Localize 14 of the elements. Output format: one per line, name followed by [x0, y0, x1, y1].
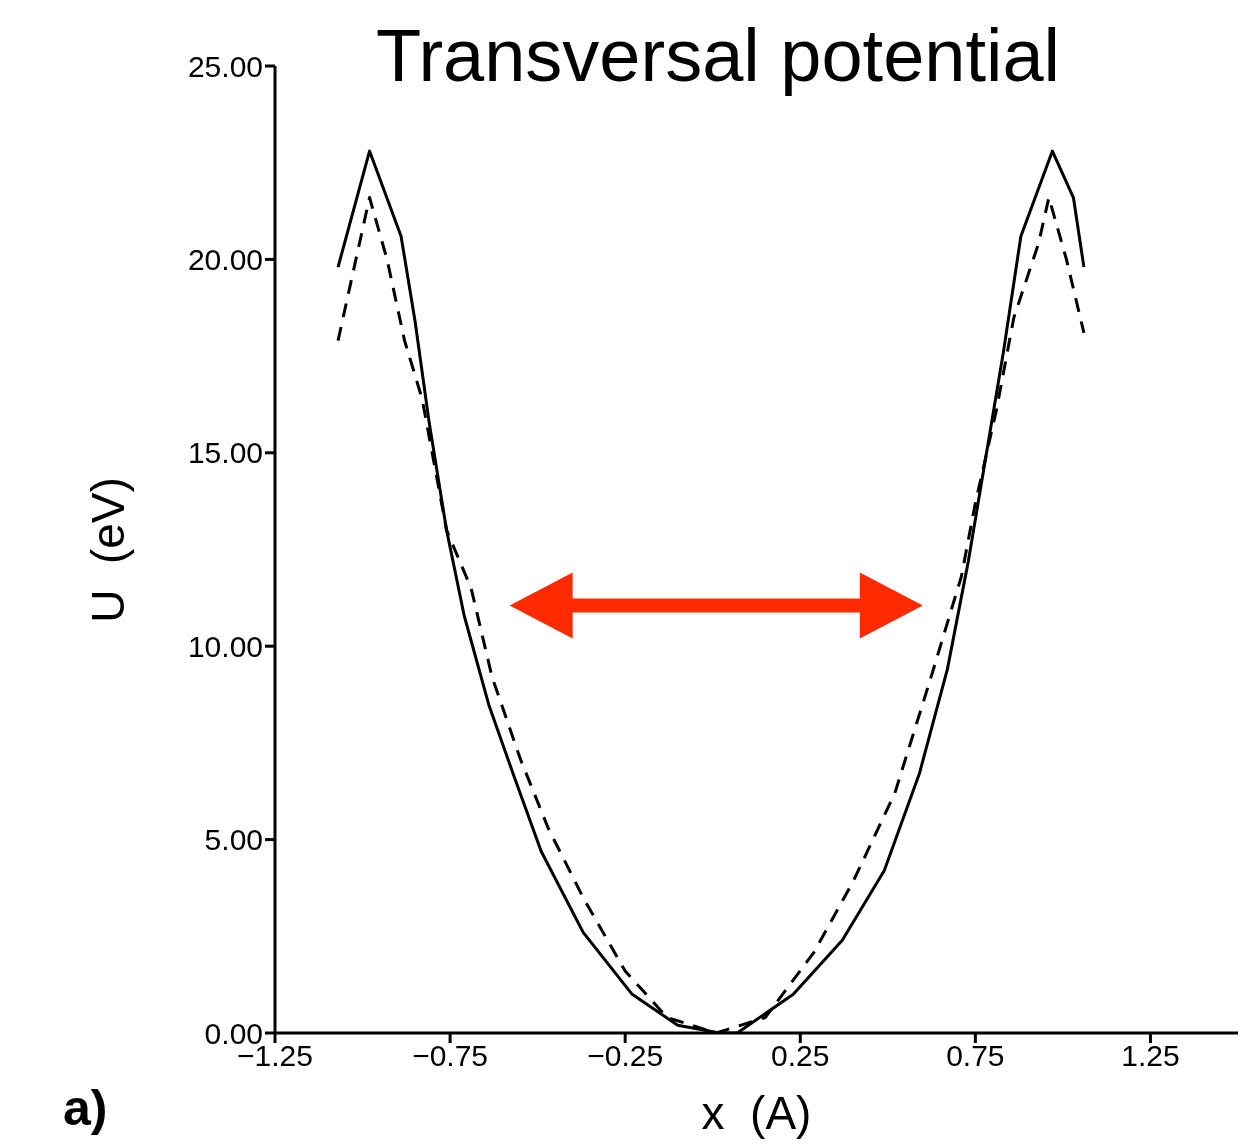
x-tick-label: 0.75	[946, 1039, 1005, 1073]
text: a)	[63, 1080, 108, 1136]
y-axis-title: U (eV)	[82, 476, 134, 623]
x-tick-label: 0.25	[771, 1039, 830, 1073]
x-tick-label: 1.25	[1121, 1039, 1180, 1073]
y-tick-label: 25.00	[187, 49, 263, 83]
x-tick-label: −0.75	[412, 1039, 489, 1073]
y-tick-label: 10.00	[187, 629, 263, 663]
x-tick-label: −0.25	[587, 1039, 664, 1073]
x-axis-title: x (A)	[700, 1087, 813, 1139]
chart-title: Transversal potential	[374, 14, 1062, 97]
y-tick-label: 5.00	[204, 823, 263, 857]
y-tick-label: 15.00	[187, 436, 263, 470]
y-tick-label: 20.00	[187, 243, 263, 277]
